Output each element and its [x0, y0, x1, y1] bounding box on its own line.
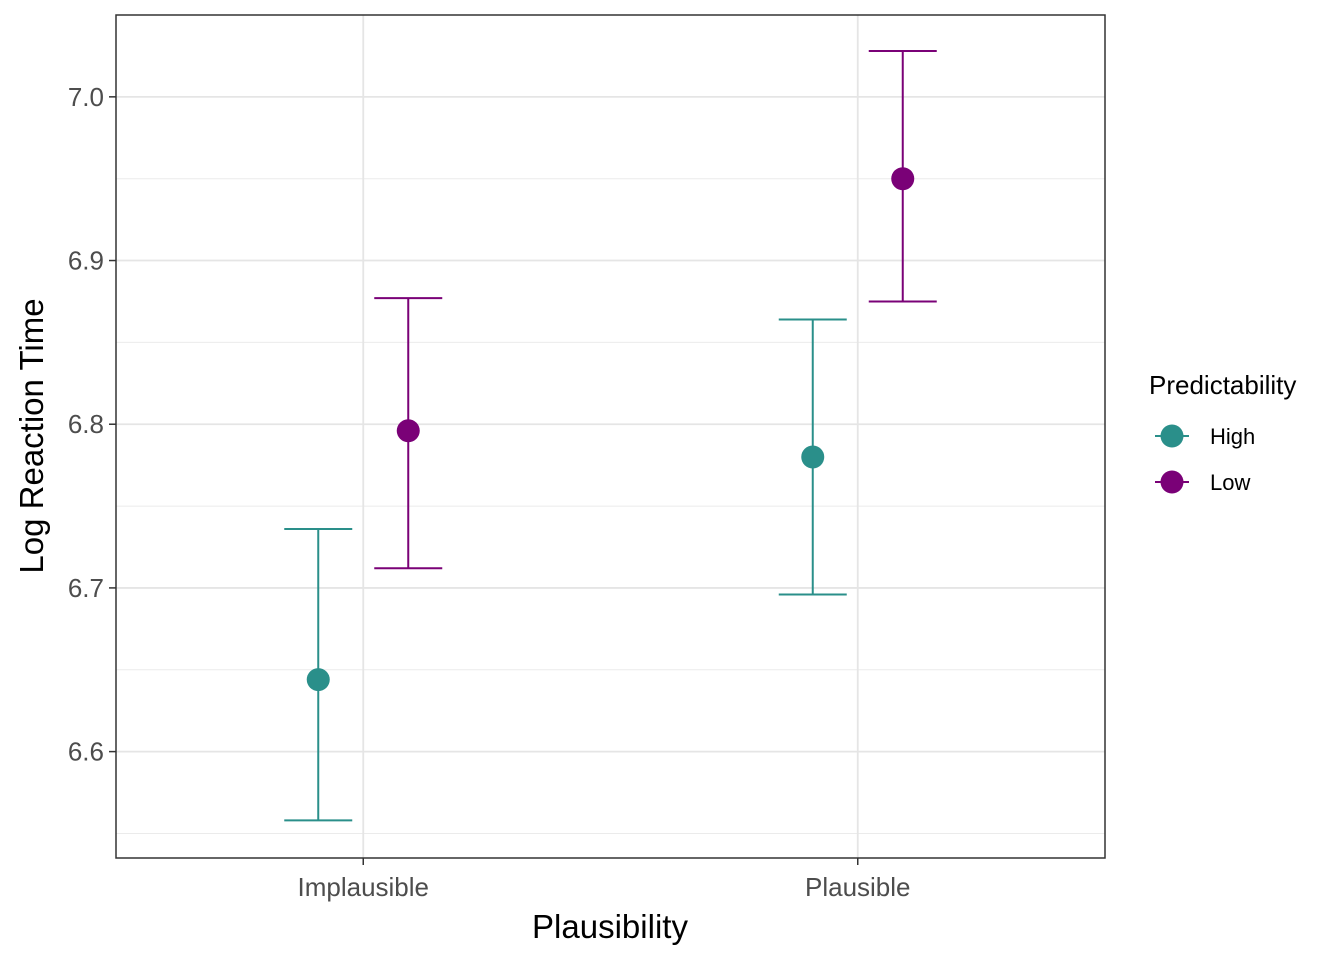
legend-title: Predictability	[1149, 370, 1296, 400]
data-point	[891, 167, 914, 190]
x-axis-title: Plausibility	[532, 908, 688, 945]
x-tick-label: Plausible	[805, 872, 911, 902]
y-tick-label: 6.8	[68, 409, 104, 439]
y-tick-label: 6.6	[68, 737, 104, 767]
data-point	[307, 668, 330, 691]
y-axis-title: Log Reaction Time	[13, 298, 50, 573]
y-tick-label: 6.9	[68, 246, 104, 276]
y-tick-label: 7.0	[68, 82, 104, 112]
legend-key-point	[1161, 471, 1184, 494]
y-tick-label: 6.7	[68, 573, 104, 603]
x-tick-label: Implausible	[297, 872, 429, 902]
legend-key-point	[1161, 425, 1184, 448]
data-point	[397, 419, 420, 442]
legend-label: High	[1210, 424, 1255, 449]
legend-label: Low	[1210, 470, 1250, 495]
data-point	[801, 445, 824, 468]
